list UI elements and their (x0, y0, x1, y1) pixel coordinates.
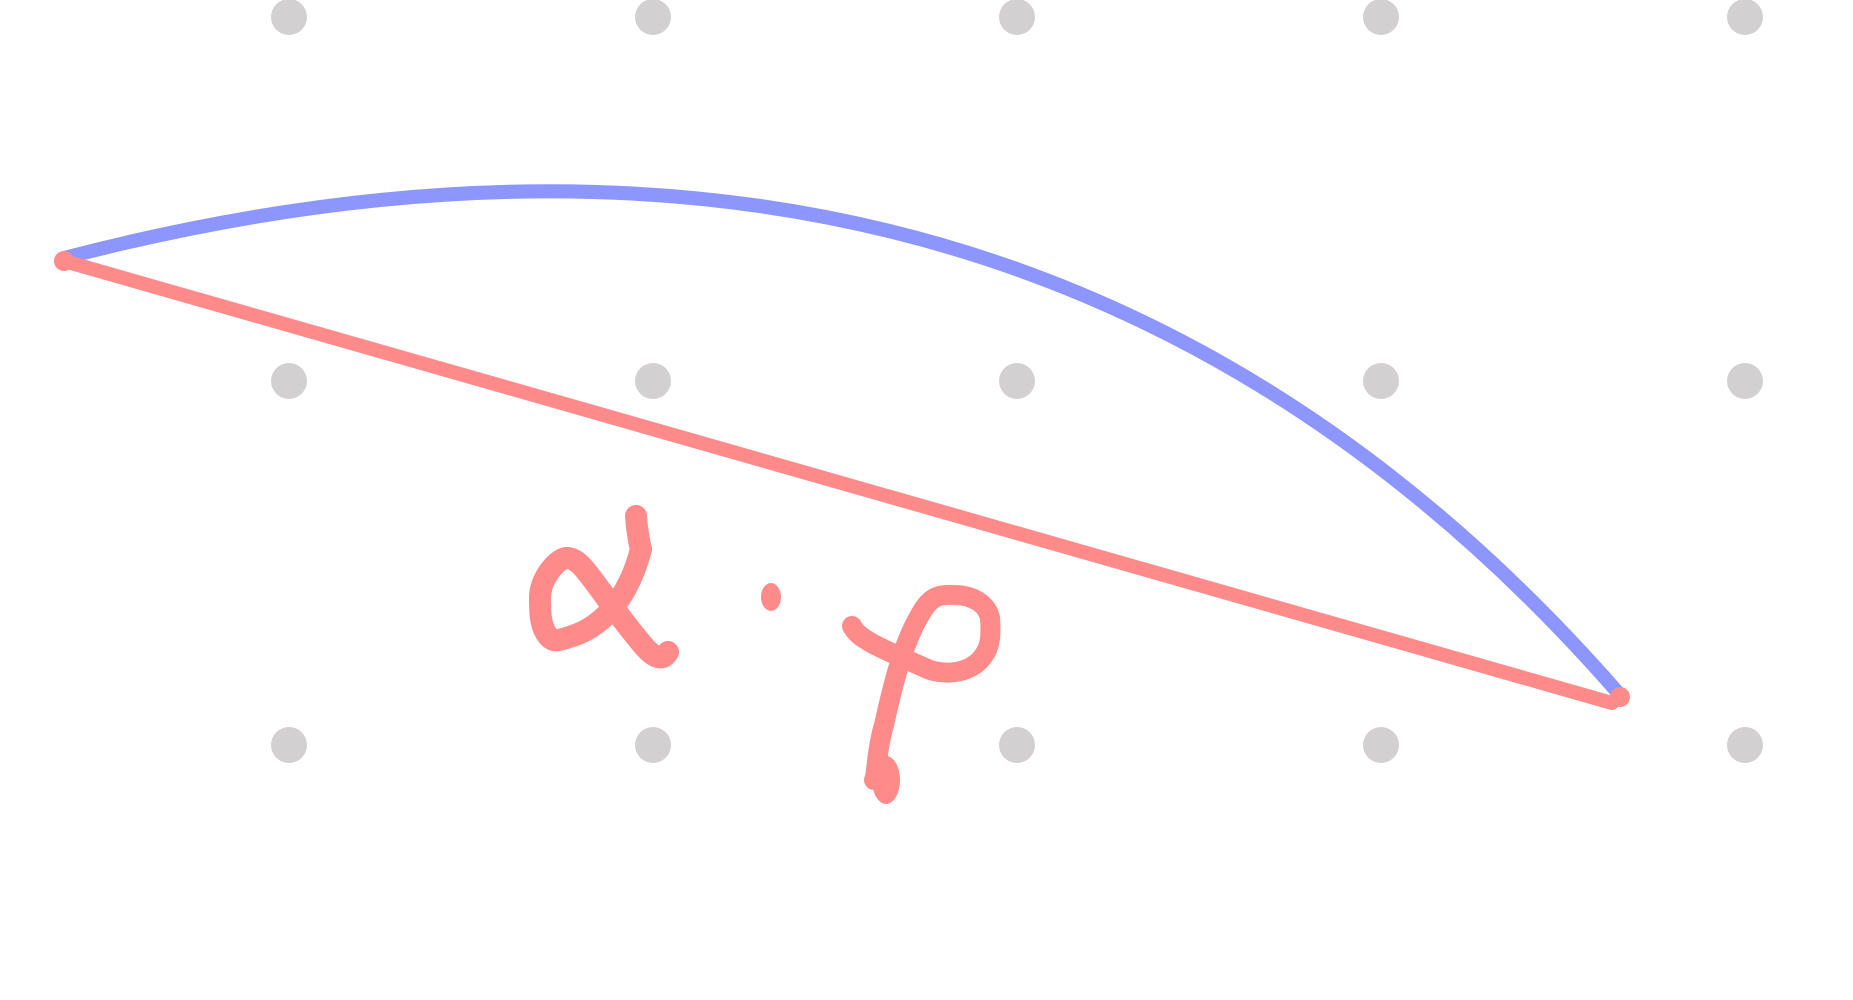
grid-dot (999, 363, 1035, 399)
grid-dot (999, 0, 1035, 35)
chord-stroke (57, 254, 1619, 710)
grid-dot (1363, 0, 1399, 35)
multiplication-dot (761, 583, 781, 611)
grid-dot (1363, 363, 1399, 399)
alpha-glyph (529, 505, 679, 669)
handwritten-annotation (529, 505, 1001, 804)
grid-dot (635, 727, 671, 763)
grid-dots (271, 0, 1763, 763)
grid-dot (1363, 727, 1399, 763)
phi-glyph (842, 584, 1001, 804)
grid-dot (1727, 727, 1763, 763)
grid-dot (271, 727, 307, 763)
grid-dot (271, 363, 307, 399)
chord-start-point (54, 251, 74, 271)
chord-end-point (1610, 687, 1630, 707)
grid-dot (999, 727, 1035, 763)
grid-dot (1727, 363, 1763, 399)
grid-dot (635, 0, 671, 35)
grid-dot (635, 363, 671, 399)
arc-stroke (57, 184, 1627, 702)
grid-dot (1727, 0, 1763, 35)
grid-dot (271, 0, 307, 35)
